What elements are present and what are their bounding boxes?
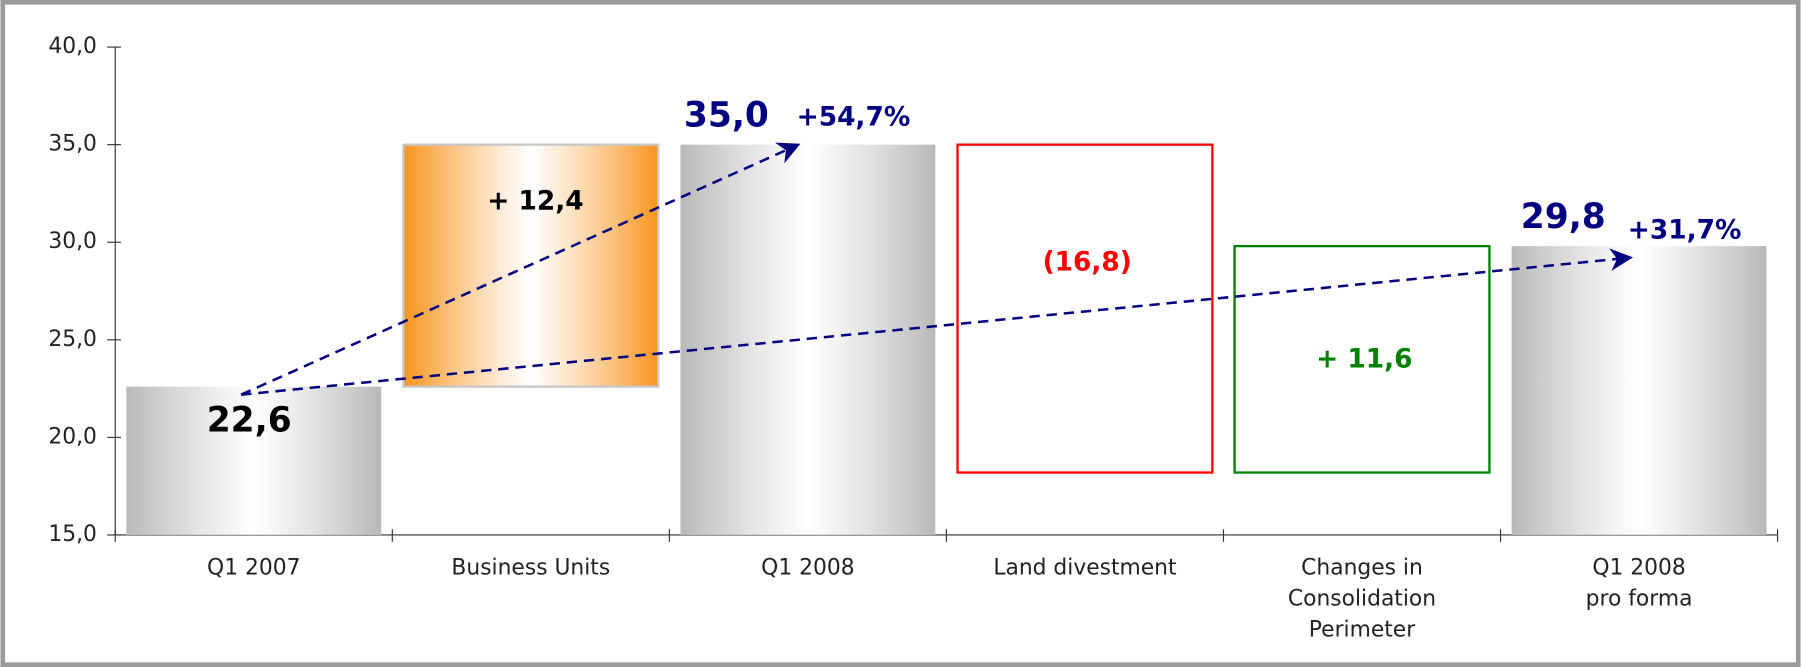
x-tick-label: Land divestment [993,555,1177,580]
annotation: +54,7% [797,102,911,133]
value-label: 35,0 [684,96,769,136]
y-tick-label: 15,0 [48,522,97,547]
x-tick-label: Business Units [451,555,610,580]
bar [126,386,382,535]
x-tick-label: Q1 2007 [207,555,300,580]
value-label: 29,8 [1521,197,1606,237]
growth-arrow [240,142,801,396]
annotation: +31,7% [1628,214,1742,245]
y-tick-label: 35,0 [48,132,97,157]
y-tick-label: 40,0 [48,34,97,59]
value-label: + 12,4 [487,186,583,217]
value-label: (16,8) [1043,246,1132,277]
growth-arrow [241,248,1633,396]
x-tick-label: Q1 2008 [761,555,854,580]
y-tick-label: 30,0 [48,229,97,254]
value-label: 22,6 [207,401,292,441]
value-label: + 11,6 [1316,343,1412,374]
y-tick-label: 20,0 [48,424,97,449]
bar [1511,246,1767,535]
y-tick-label: 25,0 [48,327,97,352]
x-tick-label: Q1 2008 pro forma [1586,555,1693,611]
x-tick-label: Changes in Consolidation Perimeter [1288,555,1436,642]
bar [956,143,1214,474]
